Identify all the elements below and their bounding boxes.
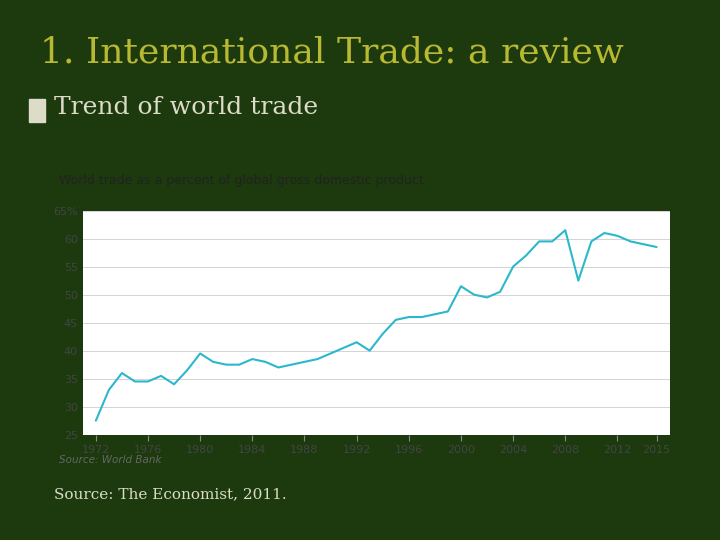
Text: Trend of world trade: Trend of world trade xyxy=(54,97,318,119)
Text: 1. International Trade: a review: 1. International Trade: a review xyxy=(40,35,624,69)
Text: Source: World Bank: Source: World Bank xyxy=(59,455,161,465)
Text: Source: The Economist, 2011.: Source: The Economist, 2011. xyxy=(54,487,287,501)
Text: World trade as a percent of global gross domestic product: World trade as a percent of global gross… xyxy=(59,174,423,187)
Bar xyxy=(29,99,45,122)
